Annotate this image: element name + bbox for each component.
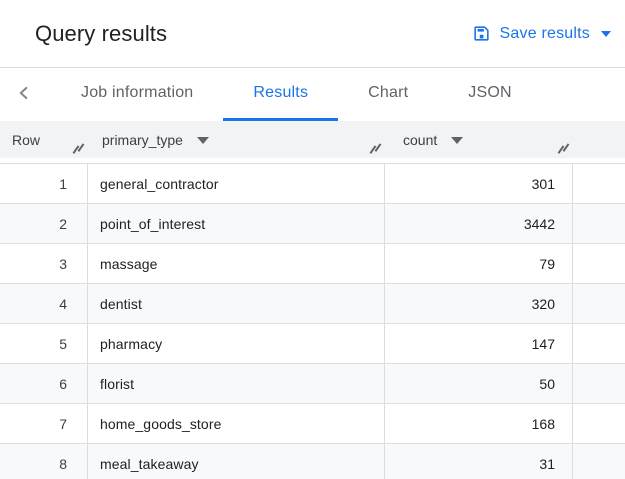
save-icon: [472, 24, 491, 43]
table-row[interactable]: 1 general_contractor 301: [0, 163, 625, 203]
save-results-label: Save results: [499, 24, 590, 42]
row-number-cell: 2: [0, 204, 88, 243]
count-cell: 147: [385, 324, 573, 363]
titlebar: Query results Save results: [0, 0, 625, 68]
row-number-cell: 8: [0, 444, 88, 479]
table-row[interactable]: 4 dentist 320: [0, 283, 625, 323]
count-cell: 301: [385, 164, 573, 203]
page-title: Query results: [35, 20, 168, 46]
column-menu-caret-icon[interactable]: [451, 137, 464, 144]
tab-bar: Job information Results Chart JSON: [0, 68, 625, 121]
row-number-cell: 1: [0, 164, 88, 203]
table-header-row: Row primary_type count: [0, 121, 625, 158]
primary-type-cell: massage: [88, 244, 385, 283]
column-header-count-label: count: [403, 131, 438, 148]
row-number-cell: 6: [0, 364, 88, 403]
table-row[interactable]: 6 florist 50: [0, 363, 625, 403]
row-number-cell: 3: [0, 244, 88, 283]
column-header-row: Row: [0, 121, 88, 158]
tab-results[interactable]: Results: [223, 68, 339, 121]
primary-type-cell: general_contractor: [88, 164, 385, 203]
column-header-row-label: Row: [12, 131, 41, 148]
column-header-primary-type[interactable]: primary_type: [88, 121, 385, 158]
count-cell: 31: [385, 444, 573, 479]
results-table: Row primary_type count 1 general_contrac…: [0, 121, 625, 479]
primary-type-cell: point_of_interest: [88, 204, 385, 243]
primary-type-cell: meal_takeaway: [88, 444, 385, 479]
table-row[interactable]: 2 point_of_interest 3442: [0, 203, 625, 243]
count-cell: 168: [385, 404, 573, 443]
column-resize-handle-icon[interactable]: [72, 143, 86, 155]
row-number-cell: 5: [0, 324, 88, 363]
save-results-dropdown-caret-icon: [601, 30, 611, 37]
table-row[interactable]: 3 massage 79: [0, 243, 625, 283]
column-header-spacer: [573, 121, 625, 158]
save-results-button[interactable]: Save results: [472, 24, 611, 43]
table-row[interactable]: 5 pharmacy 147: [0, 323, 625, 363]
row-number-cell: 4: [0, 284, 88, 323]
tab-job-information[interactable]: Job information: [51, 68, 223, 121]
tab-json[interactable]: JSON: [438, 68, 541, 121]
column-header-count[interactable]: count: [385, 121, 573, 158]
primary-type-cell: florist: [88, 364, 385, 403]
count-cell: 50: [385, 364, 573, 403]
tabs-scroll-left-button[interactable]: [0, 68, 51, 121]
row-number-cell: 7: [0, 404, 88, 443]
count-cell: 3442: [385, 204, 573, 243]
primary-type-cell: home_goods_store: [88, 404, 385, 443]
table-body: 1 general_contractor 301 2 point_of_inte…: [0, 163, 625, 479]
column-header-primary-type-label: primary_type: [102, 131, 183, 148]
tab-chart[interactable]: Chart: [338, 68, 438, 121]
primary-type-cell: dentist: [88, 284, 385, 323]
column-resize-handle-icon[interactable]: [557, 143, 571, 155]
table-row[interactable]: 8 meal_takeaway 31: [0, 443, 625, 479]
column-resize-handle-icon[interactable]: [369, 143, 383, 155]
chevron-left-icon: [13, 82, 35, 107]
primary-type-cell: pharmacy: [88, 324, 385, 363]
table-row[interactable]: 7 home_goods_store 168: [0, 403, 625, 443]
count-cell: 79: [385, 244, 573, 283]
column-menu-caret-icon[interactable]: [196, 137, 209, 144]
count-cell: 320: [385, 284, 573, 323]
